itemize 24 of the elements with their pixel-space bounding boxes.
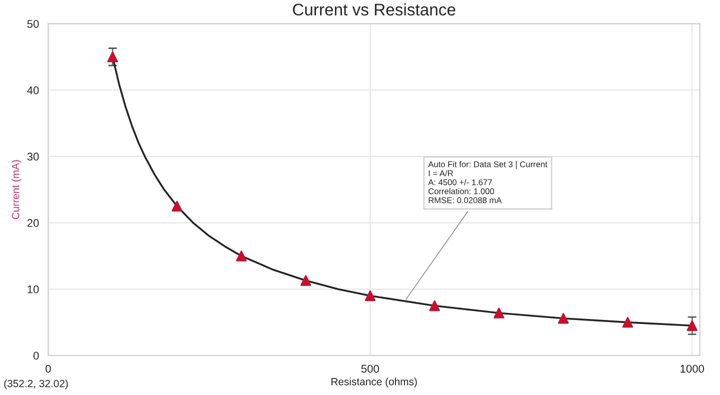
y-tick-label: 10 (28, 285, 39, 294)
x-tick-label: 0 (46, 364, 51, 373)
annotation: Auto Fit for: Data Set 3 | Current I = A/R A: 4500 +/- 1.677 Correlation: 1.000 RMSE: 0.02088 mA (428, 161, 548, 204)
y-tick-label: 40 (27, 86, 39, 94)
point (172, 200, 182, 212)
point (686, 320, 698, 331)
x-axis-title: Resistance (ohms) (331, 378, 417, 388)
y-tick-label: 30 (27, 152, 39, 161)
chart-title: Current vs Resistance (292, 3, 456, 16)
x-tick-label: 500 (361, 364, 380, 373)
text: (352.2, 32.02) (4, 380, 68, 390)
point (622, 316, 634, 328)
point (558, 312, 569, 324)
point (364, 290, 376, 302)
point (300, 275, 312, 286)
x-tick-label: 1000 (680, 364, 704, 373)
point (107, 52, 118, 62)
point (236, 250, 247, 262)
y-tick-label: 0 (33, 352, 39, 360)
point (429, 300, 440, 312)
y-tick-label: 20 (27, 219, 39, 227)
point (494, 308, 504, 318)
y-tick-label: 50 (27, 20, 39, 28)
y-axis-title: Current (mA) (12, 160, 22, 220)
